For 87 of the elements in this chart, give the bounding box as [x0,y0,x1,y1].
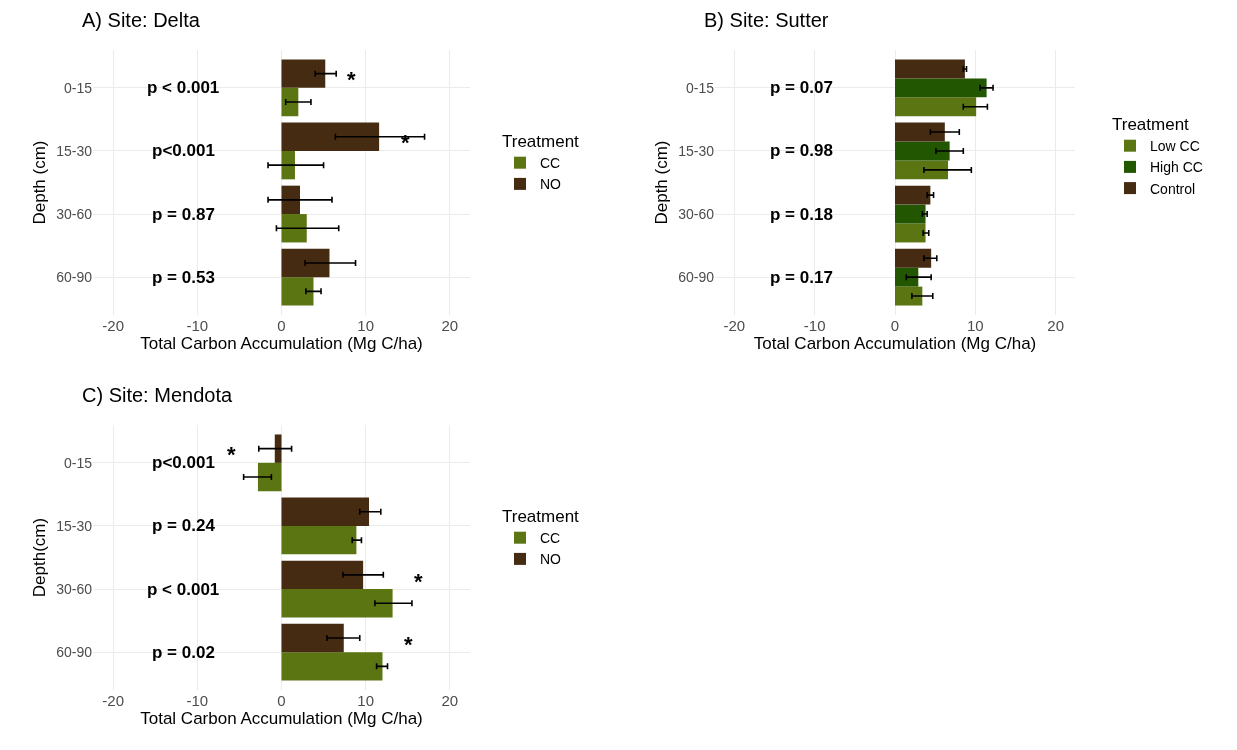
y-tick-label: 0-15 [63,454,93,471]
bar [281,122,380,151]
annotation: p = 0.18 [770,205,833,224]
x-tick-label: -20 [723,317,746,334]
x-tick-label: 20 [1047,317,1065,334]
bar [895,185,931,205]
bar [895,204,926,224]
legend-label: Control [1150,180,1196,197]
bar [281,560,364,590]
bar [274,434,282,463]
annotation: * [227,442,236,467]
y-tick-label: 0-15 [63,79,93,96]
chart-title: B) Site: Sutter [704,9,829,31]
bar [895,286,923,306]
x-tick-label: 20 [441,317,459,334]
x-axis-title: Total Carbon Accumulation (Mg C/ha) [140,334,423,354]
annotation: * [347,67,356,92]
x-axis-title: Total Carbon Accumulation (Mg C/ha) [140,709,423,729]
x-tick-label: 10 [357,692,374,709]
bar [895,97,977,117]
annotation: p = 0.02 [152,643,215,662]
bar [281,652,383,681]
legend-title: Treatment [502,507,580,527]
x-tick-label: 20 [441,692,459,709]
x-tick-label: -10 [186,692,209,709]
annotation: * [404,632,413,657]
y-tick-label: 60-90 [56,269,93,286]
bar [281,497,370,526]
x-tick-label: -10 [803,317,826,334]
bar [895,59,965,79]
chart-title: C) Site: Mendota [82,384,233,406]
x-axis-title: Total Carbon Accumulation (Mg C/ha) [753,334,1037,354]
chart-title: A) Site: Delta [82,9,201,31]
y-axis-title: Depth (cm) [651,140,671,225]
x-tick-label: 0 [890,317,900,334]
x-tick-label: -10 [186,317,209,334]
annotation: p = 0.17 [770,268,833,287]
annotation: p = 0.87 [152,205,215,224]
bar [895,141,950,161]
legend-label: NO [540,551,562,568]
bar [281,623,344,653]
annotation: p < 0.001 [147,78,220,97]
legend-title: Treatment [1112,115,1190,135]
bar [895,122,945,142]
legend-label: Low CC [1150,138,1200,155]
legend-label: High CC [1150,159,1203,176]
y-tick-label: 60-90 [56,644,93,661]
legend-label: CC [540,530,561,547]
bar [281,589,393,618]
y-tick-label: 15-30 [56,142,93,159]
bar [281,214,307,243]
x-tick-label: 10 [357,317,374,334]
annotation: p = 0.24 [152,516,216,535]
bar [281,248,330,278]
annotation: p<0.001 [152,453,215,472]
bar [281,277,314,306]
legend-title: Treatment [502,132,580,152]
y-tick-label: 30-60 [56,205,93,222]
bar [281,525,357,555]
bar [895,160,949,180]
annotation: p < 0.001 [147,580,220,599]
bar [895,248,932,268]
x-tick-label: 10 [967,317,984,334]
y-tick-label: 30-60 [678,205,715,222]
legend-label: CC [540,155,561,172]
annotation: p<0.001 [152,141,215,160]
annotation: p = 0.07 [770,78,833,97]
x-tick-label: -20 [102,317,125,334]
x-tick-label: 0 [277,317,286,334]
y-axis-title: Depth (cm) [29,140,49,225]
bar [257,462,282,492]
y-tick-label: 15-30 [56,517,93,534]
y-tick-label: 30-60 [56,580,93,597]
bar [895,267,919,287]
x-tick-label: -20 [102,692,125,709]
bar [895,223,926,243]
bar [895,78,987,98]
y-tick-label: 0-15 [685,79,715,96]
annotation: * [414,569,423,594]
x-tick-label: 0 [277,692,286,709]
annotation: p = 0.98 [770,141,833,160]
y-axis-title: Depth(cm) [29,517,49,598]
y-tick-label: 15-30 [678,142,715,159]
y-tick-label: 60-90 [678,269,715,286]
bar [281,59,326,88]
legend-label: NO [540,176,562,193]
annotation: p = 0.53 [152,268,215,287]
